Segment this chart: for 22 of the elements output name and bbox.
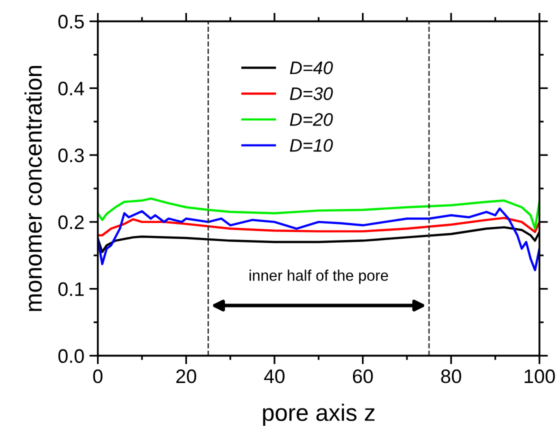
x-axis-title: pore axis z (263, 404, 375, 426)
x-tick-label: 20 (176, 369, 196, 384)
legend-label: D=40 (290, 61, 333, 74)
line-series (98, 197, 540, 230)
annotation: inner half of the pore (250, 270, 388, 284)
y-tick-label: 0.2 (58, 215, 84, 230)
y-tick-label: 0.1 (58, 282, 84, 296)
y-tick-label: 0.4 (58, 82, 84, 96)
y-axis-title: monomer concentration (24, 66, 42, 311)
line-series (98, 207, 540, 272)
y-tick-label: 0.0 (58, 349, 84, 363)
legend-label: D=20 (290, 113, 333, 126)
legend-label: D=30 (290, 87, 333, 100)
x-tick-label: 80 (441, 369, 462, 384)
x-tick-label: 40 (264, 369, 285, 384)
y-tick-label: 0.3 (58, 148, 84, 162)
legend-label: D=10 (290, 139, 333, 152)
x-tick-label: 0 (93, 369, 102, 384)
line-series (98, 216, 540, 236)
x-tick-label: 60 (352, 369, 373, 384)
x-tick-label: 100 (524, 369, 555, 384)
y-tick-label: 0.5 (58, 14, 84, 29)
